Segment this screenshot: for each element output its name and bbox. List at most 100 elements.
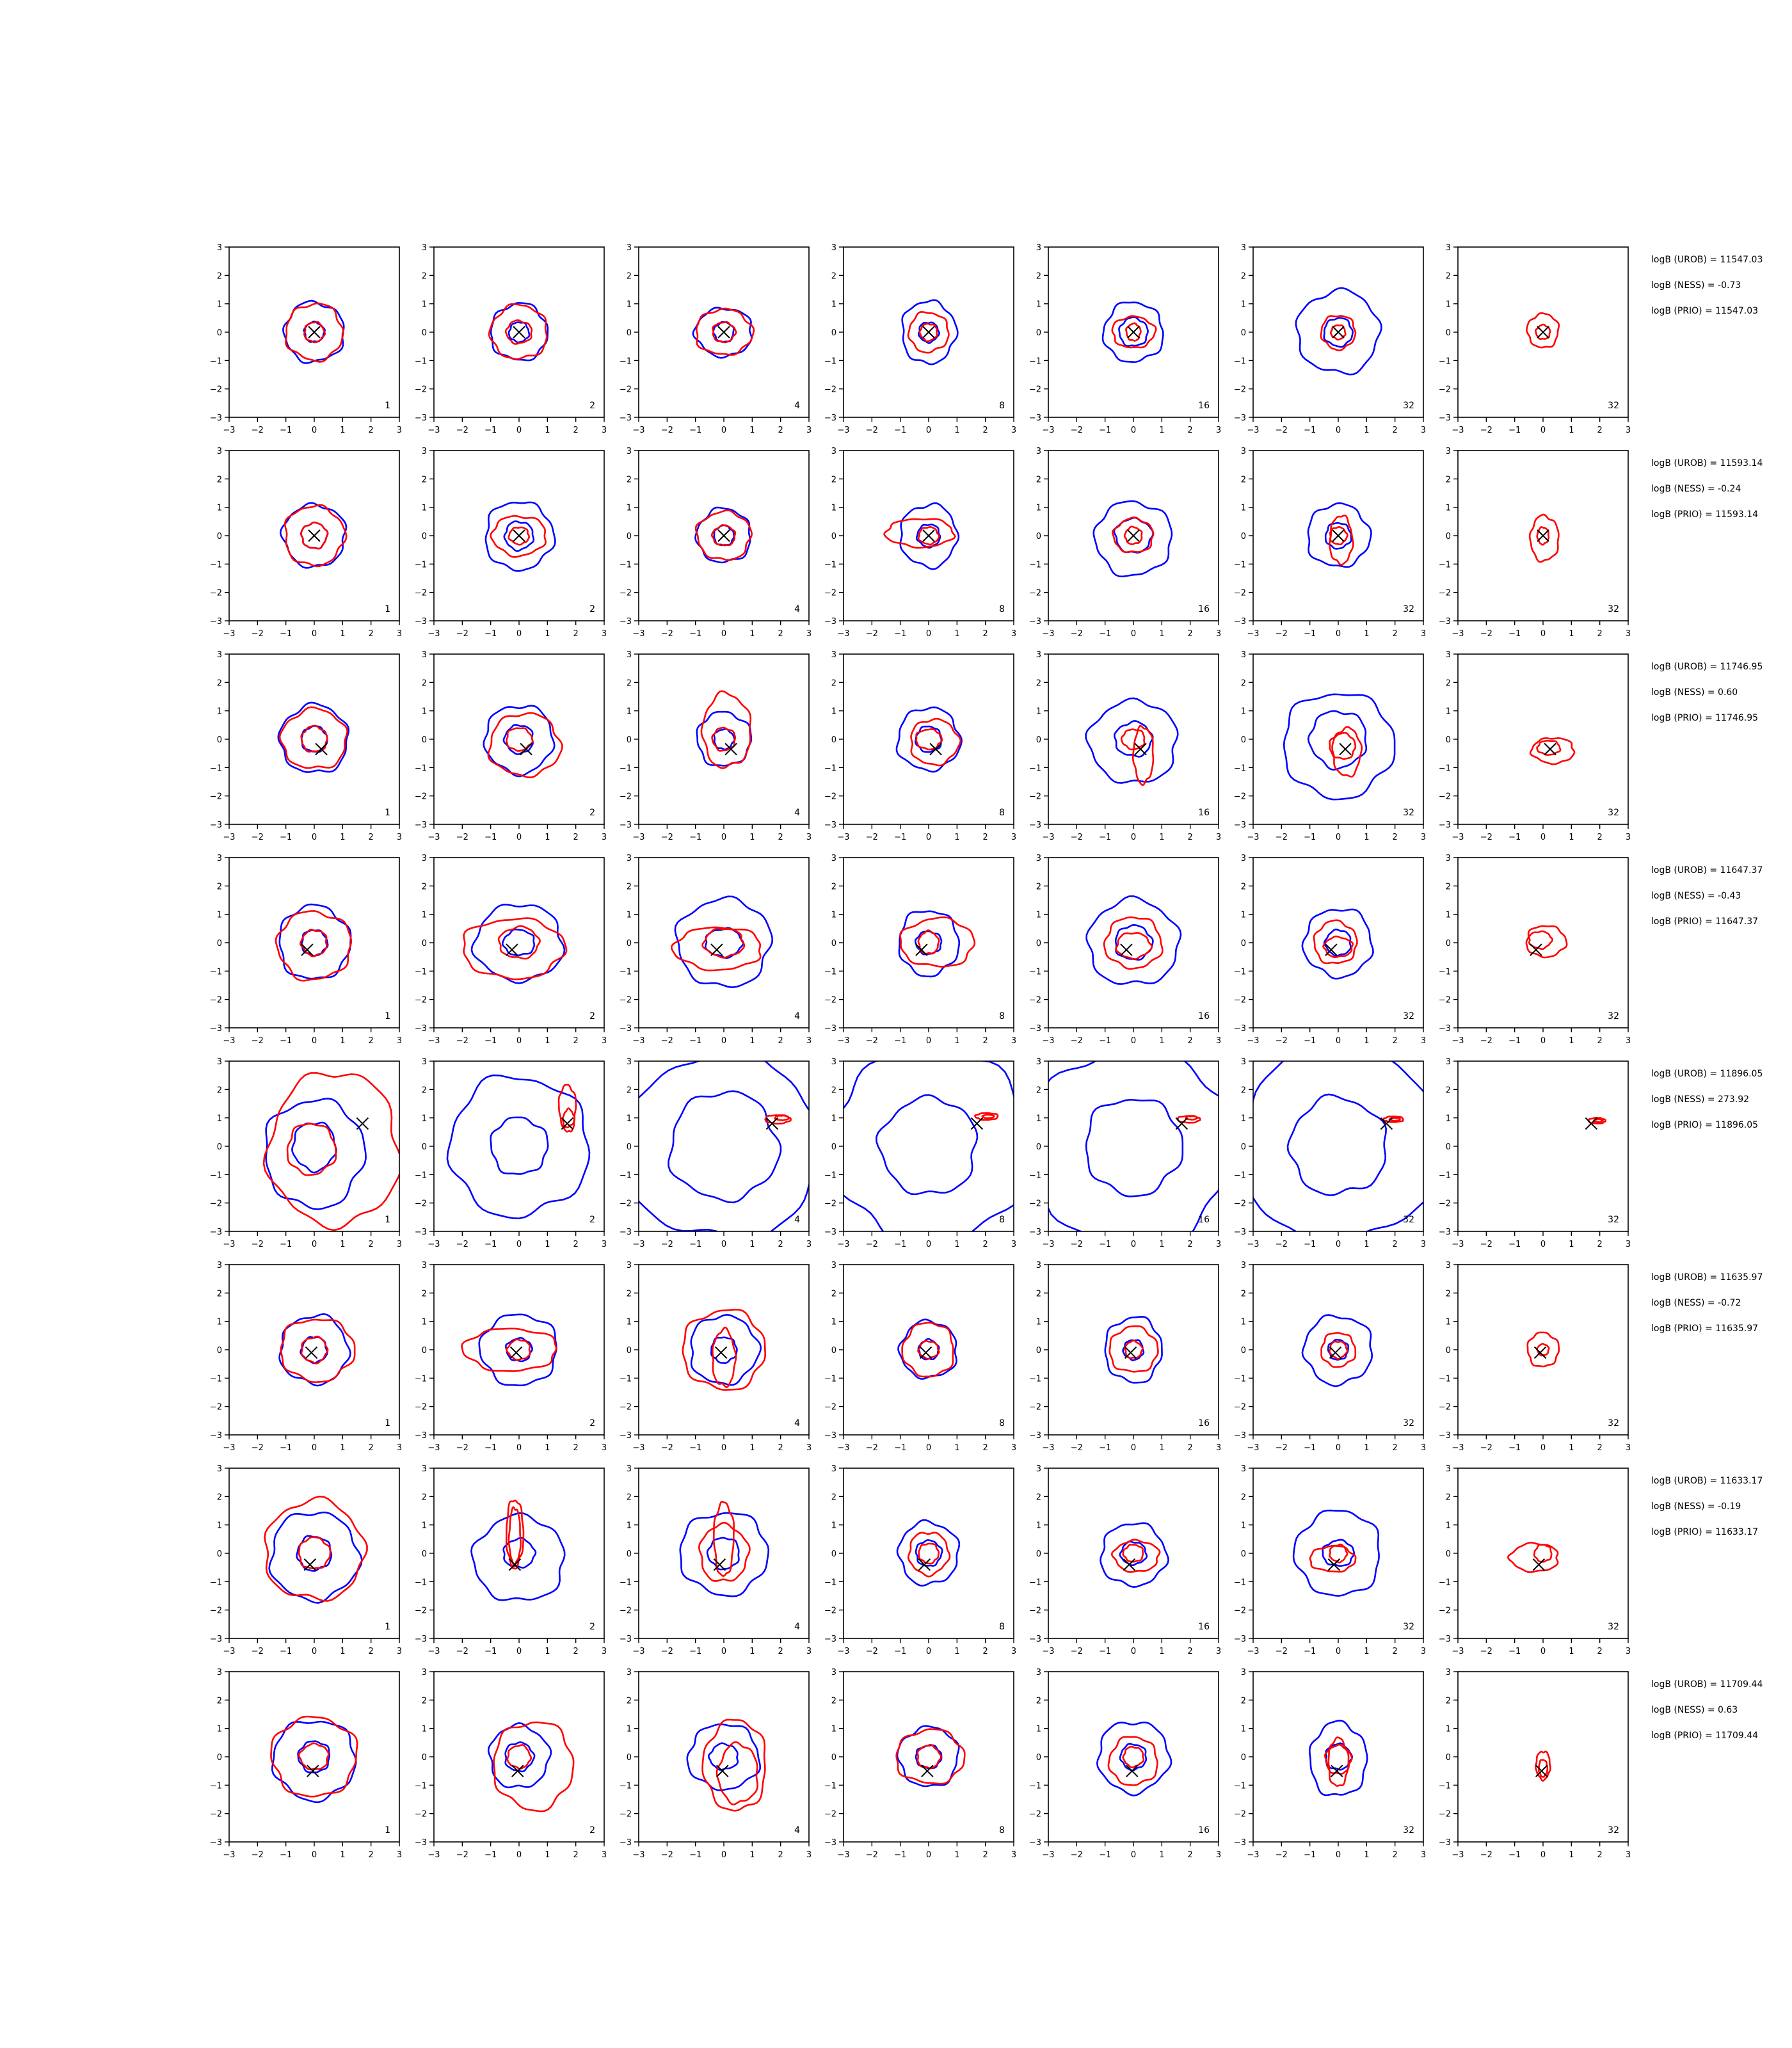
panel-corner-label: 16 — [1198, 1418, 1210, 1428]
y-tick-label: 0 — [627, 735, 632, 745]
x-tick-label: −2 — [252, 833, 264, 842]
y-tick-label: 2 — [422, 1492, 427, 1502]
x-tick-label: −1 — [894, 1647, 906, 1656]
panel-corner-label: 4 — [794, 401, 800, 411]
x-tick-label: 2 — [778, 1036, 783, 1046]
red-contour — [917, 526, 940, 546]
plot-area — [282, 300, 345, 364]
panel-corner-label: 32 — [1608, 604, 1619, 614]
y-tick-label: −3 — [1439, 820, 1451, 830]
y-tick-label: 3 — [422, 854, 427, 863]
blue-contour — [1323, 928, 1352, 957]
y-tick-label: 1 — [1446, 911, 1451, 920]
y-tick-label: −1 — [1439, 1171, 1451, 1180]
x-tick-label: 2 — [983, 1647, 988, 1656]
blue-contour — [679, 1512, 770, 1597]
y-tick-label: 3 — [1036, 650, 1041, 660]
x-tick-label: −1 — [689, 426, 701, 435]
red-contour — [1526, 1331, 1560, 1368]
x-tick-label: 0 — [1131, 833, 1136, 842]
x-tick-label: 3 — [1011, 1647, 1016, 1656]
red-contour — [275, 910, 353, 982]
red-contour — [1107, 1736, 1158, 1786]
y-tick-label: −3 — [415, 1635, 427, 1644]
x-tick-label: −1 — [1304, 1036, 1316, 1046]
blue-contour — [1301, 1314, 1373, 1388]
x-tick-label: 0 — [516, 426, 522, 435]
red-contour — [497, 925, 541, 960]
logb-annotation: logB (UROB) = 11896.05 — [1651, 1069, 1763, 1079]
y-tick-label: 2 — [422, 1085, 427, 1095]
x-tick-label: 1 — [954, 629, 959, 639]
x-tick-label: −3 — [428, 1240, 440, 1249]
y-tick-label: 3 — [217, 1261, 222, 1270]
blue-contour — [503, 520, 535, 552]
blue-contour — [1085, 697, 1179, 784]
x-tick-label: −3 — [632, 1036, 644, 1046]
y-tick-label: 2 — [1241, 1696, 1246, 1706]
y-tick-label: 3 — [1241, 854, 1246, 863]
y-tick-label: −1 — [824, 1374, 836, 1384]
blue-contour — [1292, 1509, 1380, 1597]
y-tick-label: 0 — [217, 1549, 222, 1559]
x-tick-label: 2 — [1597, 629, 1603, 639]
panel-corner-label: 32 — [1608, 1418, 1619, 1428]
x-tick-label: 3 — [1421, 1240, 1426, 1249]
y-tick-label: 1 — [1241, 1114, 1246, 1124]
y-tick-label: −3 — [620, 820, 632, 830]
logb-annotation: logB (UROB) = 11633.17 — [1651, 1476, 1763, 1486]
x-tick-label: −2 — [1276, 426, 1288, 435]
red-contour — [1115, 932, 1153, 960]
logb-annotation: logB (UROB) = 11746.95 — [1651, 662, 1763, 672]
y-tick-label: −2 — [1234, 589, 1246, 598]
x-tick-label: −2 — [1480, 1036, 1492, 1046]
y-tick-label: 0 — [627, 1142, 632, 1152]
x-tick-label: 0 — [721, 1036, 726, 1046]
x-tick-label: 2 — [1393, 1647, 1398, 1656]
panel-corner-label: 1 — [385, 1825, 390, 1836]
red-contour — [298, 1742, 330, 1771]
x-tick-label: −3 — [837, 1036, 849, 1046]
y-tick-label: 2 — [1241, 882, 1246, 892]
y-tick-label: −2 — [210, 1199, 222, 1209]
x-tick-label: −2 — [456, 1036, 468, 1046]
x-tick-label: 2 — [1597, 1240, 1603, 1249]
x-tick-label: 1 — [1364, 1850, 1369, 1860]
x-tick-label: 3 — [806, 1240, 812, 1249]
y-tick-label: 0 — [422, 532, 427, 541]
x-tick-label: 1 — [1569, 629, 1574, 639]
blue-contour — [1119, 1540, 1148, 1567]
red-contour — [899, 916, 976, 968]
red-contour — [883, 518, 956, 549]
x-tick-label: 0 — [1336, 1240, 1341, 1249]
y-tick-label: −1 — [1234, 1374, 1246, 1384]
x-tick-label: 2 — [573, 1036, 579, 1046]
x-tick-label: −1 — [280, 1850, 292, 1860]
x-tick-label: −1 — [1099, 629, 1111, 639]
plot-area — [1526, 312, 1560, 349]
x-tick-label: 2 — [1393, 833, 1398, 842]
x-tick-label: 1 — [545, 1036, 550, 1046]
y-tick-label: 0 — [831, 1549, 836, 1559]
panel-r1-c1: −3 −2 −1 0 1 2 3 3 2 1 0 −1 −2 −3 1 — [210, 243, 402, 435]
y-tick-label: 1 — [1036, 1114, 1041, 1124]
y-tick-label: 2 — [217, 271, 222, 281]
y-tick-label: −2 — [415, 385, 427, 395]
y-tick-label: 0 — [831, 939, 836, 948]
x-tick-label: 0 — [721, 1240, 726, 1249]
x-tick-label: 1 — [1159, 629, 1164, 639]
x-tick-label: 2 — [983, 1240, 988, 1249]
x-tick-label: −2 — [1071, 1240, 1083, 1249]
red-contour — [974, 1112, 999, 1121]
plot-area — [1525, 925, 1568, 959]
x-marker-icon — [922, 529, 935, 542]
x-tick-label: −2 — [1071, 1850, 1083, 1860]
panel-corner-label: 16 — [1198, 1825, 1210, 1836]
y-tick-label: 3 — [1036, 854, 1041, 863]
y-tick-label: 2 — [831, 1492, 836, 1502]
x-tick-label: 3 — [1626, 833, 1631, 842]
panel-corner-label: 32 — [1403, 808, 1414, 818]
logb-annotation: logB (NESS) = 0.60 — [1651, 687, 1738, 698]
y-tick-label: −2 — [620, 1606, 632, 1616]
x-tick-label: −1 — [1508, 1036, 1521, 1046]
